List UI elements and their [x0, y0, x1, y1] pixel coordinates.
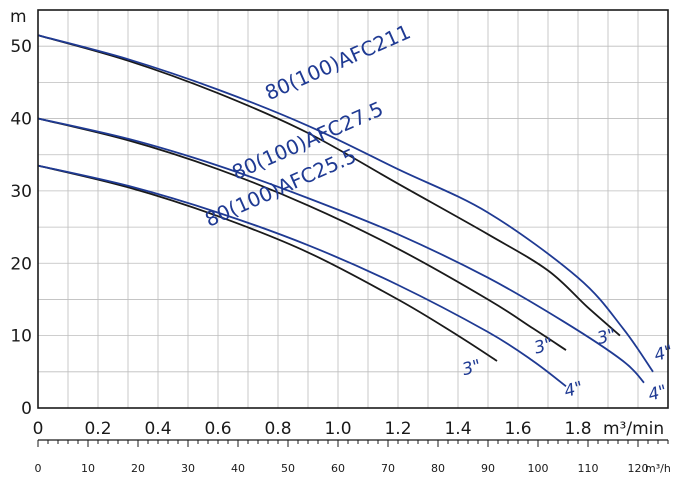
x2-tick-label: 60 [331, 462, 345, 475]
curve-annotations: 80(100)AFC21180(100)AFC27.580(100)AFC25.… [201, 19, 675, 405]
x2-tick-label: 80 [431, 462, 445, 475]
series-line-80-100-afc27-5-3in [37, 117, 567, 351]
x-tick-label: 0.6 [204, 419, 231, 439]
series-line-80-100-afc27-5-4in [37, 117, 645, 384]
y-tick-label: 0 [21, 399, 32, 419]
x-tick-label: 0.8 [264, 419, 291, 439]
series-line-80-100-afc25-5-3in [37, 164, 498, 362]
series-line-80-100-afc211-4in [37, 34, 654, 373]
x-tick-label: 1.6 [504, 419, 531, 439]
x2-tick-labels: 0 10 20 30 40 50 60 70 80 90 100 110 120 [35, 462, 649, 475]
x-tick-label: 0.2 [84, 419, 111, 439]
axes [37, 9, 669, 447]
x2-tick-label: 20 [131, 462, 145, 475]
y-axis-unit: m [10, 7, 27, 27]
x-tick-label: 1.8 [564, 419, 591, 439]
y-tick-label: 10 [10, 327, 32, 347]
x2-tick-label: 0 [35, 462, 42, 475]
x-tick-label: 1.2 [384, 419, 411, 439]
y-tick-label: 50 [10, 37, 32, 57]
pipe-size-label: 3" [460, 356, 483, 380]
y-tick-labels: 0 10 20 30 40 50 [10, 37, 32, 419]
pipe-size-label: 4" [646, 381, 669, 405]
x2-tick-label: 120 [628, 462, 649, 475]
plot-frame [37, 9, 669, 409]
y-tick-label: 40 [10, 110, 32, 130]
x2-tick-label: 90 [481, 462, 495, 475]
x-axis-unit: m³/min [603, 419, 664, 439]
x2-tick-label: 40 [231, 462, 245, 475]
x2-tick-label: 100 [528, 462, 549, 475]
x2-tick-label: 10 [81, 462, 95, 475]
x-tick-label: 1.0 [324, 419, 351, 439]
series-line-80-100-afc25-5-4in [37, 164, 567, 388]
grid [37, 9, 669, 409]
pipe-size-label: 3" [595, 325, 618, 349]
x2-tick-label: 110 [578, 462, 599, 475]
x-tick-label: 0.4 [144, 419, 171, 439]
pipe-size-label: 3" [532, 334, 555, 358]
x2-tick-label: 50 [281, 462, 295, 475]
y-tick-label: 20 [10, 254, 32, 274]
x2-tick-label: 70 [381, 462, 395, 475]
y-tick-label: 30 [10, 182, 32, 202]
performance-curves [37, 34, 654, 388]
x2-tick-label: 30 [181, 462, 195, 475]
series-line-80-100-afc211-3in [37, 34, 621, 337]
x-tick-label: 0 [33, 419, 44, 439]
x-tick-label: 1.4 [444, 419, 471, 439]
x2-axis-unit: m³/h [645, 462, 671, 475]
pipe-size-label: 4" [652, 342, 675, 366]
x-tick-labels: 0 0.2 0.4 0.6 0.8 1.0 1.2 1.4 1.6 1.8 [33, 419, 592, 439]
pipe-size-label: 4" [562, 378, 585, 402]
